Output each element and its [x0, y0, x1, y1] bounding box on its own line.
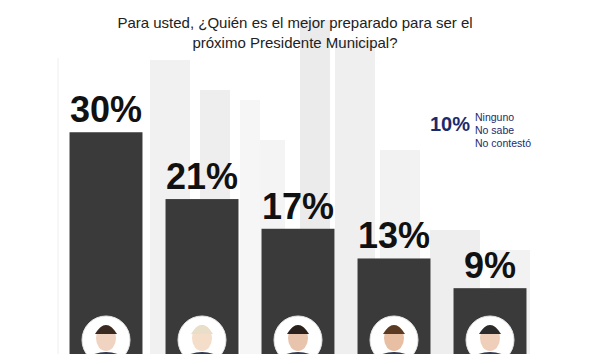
background	[150, 20, 530, 354]
data-label: 9%	[464, 245, 516, 286]
axis-line	[58, 58, 59, 354]
annotation-text: No contestó	[475, 137, 531, 149]
annotation-text: Ninguno	[475, 111, 514, 123]
title: próximo Presidente Municipal?	[192, 34, 397, 51]
data-label: 17%	[262, 186, 334, 227]
chart: Para usted, ¿Quién es el mejor preparado…	[0, 0, 590, 354]
bar	[166, 199, 239, 354]
bar	[262, 229, 335, 354]
title: Para usted, ¿Quién es el mejor preparado…	[117, 14, 472, 31]
data-label: 30%	[70, 89, 142, 130]
portrait	[178, 316, 226, 354]
portrait	[466, 316, 514, 354]
portrait	[370, 316, 418, 354]
building	[240, 100, 260, 354]
data-label: 21%	[166, 156, 238, 197]
bar	[358, 258, 431, 354]
annotation-text: No sabe	[475, 124, 514, 136]
annotation-value: 10%	[430, 113, 470, 135]
portrait	[274, 316, 322, 354]
data-label: 13%	[358, 215, 430, 256]
portrait	[82, 316, 130, 354]
